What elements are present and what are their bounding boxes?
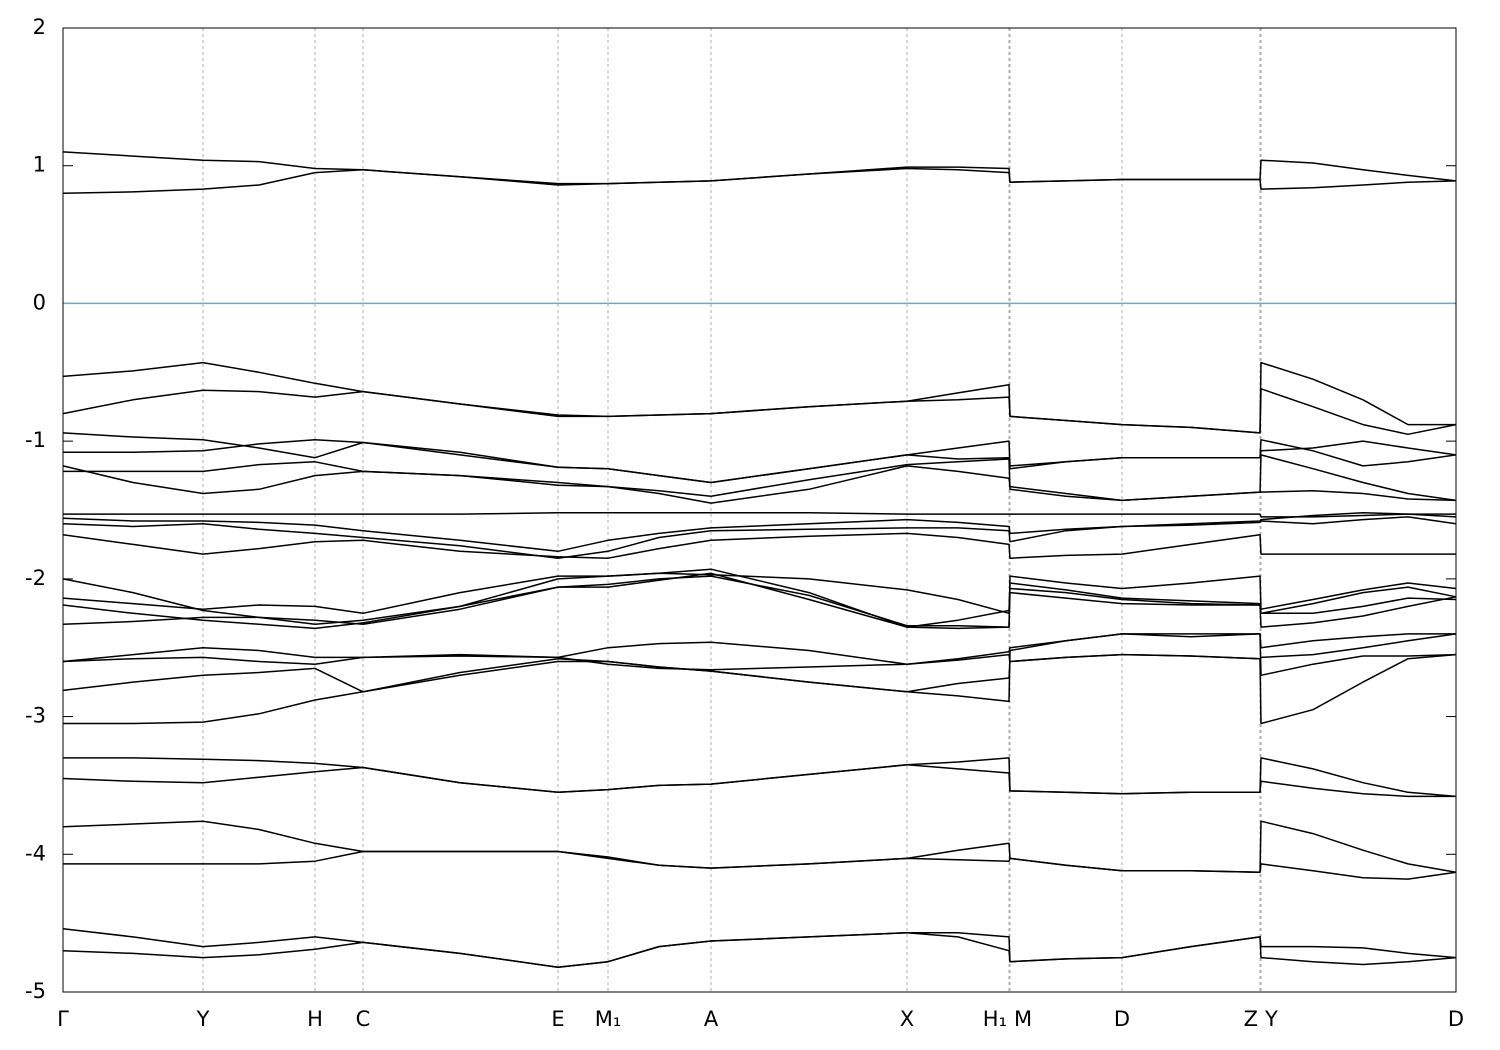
band-line [62, 151, 1457, 185]
band-line [62, 361, 1456, 434]
band-line [63, 757, 1457, 798]
band-line [62, 820, 1457, 873]
x-tick-label: Z [1244, 1007, 1258, 1031]
band-line [62, 575, 1457, 628]
band-line [62, 568, 1457, 630]
x-tick-label: H₁ [983, 1007, 1007, 1031]
band-line [62, 512, 1457, 553]
y-tick-label: 2 [33, 15, 46, 39]
x-tick-label: H [307, 1007, 323, 1031]
band-line [62, 516, 1457, 559]
x-tick-label: Γ [57, 1007, 69, 1031]
band-line [62, 465, 1457, 504]
x-tick-label: E [551, 1007, 564, 1031]
y-tick-label: -4 [25, 841, 46, 865]
y-tick-label: -3 [25, 704, 46, 728]
band-line [63, 850, 1457, 880]
band-line [62, 167, 1457, 195]
band-line [62, 927, 1457, 968]
x-tick-label: Y [196, 1007, 210, 1031]
y-tick-label: -1 [25, 428, 46, 452]
x-tick-label: Y [1264, 1007, 1278, 1031]
y-tick-label: -2 [25, 566, 46, 590]
plot-frame [62, 27, 1457, 993]
x-tick-label: M₁ [595, 1007, 622, 1031]
y-tick-label: 1 [33, 153, 46, 177]
band-line [62, 764, 1456, 798]
x-tick-label: D [1448, 1007, 1464, 1031]
x-tick-label: D [1114, 1007, 1130, 1031]
band-line [62, 932, 1457, 968]
band-line [62, 532, 1456, 559]
band-line [63, 512, 1456, 518]
band-line [63, 439, 1457, 484]
x-tick-label: X [900, 1007, 914, 1031]
band-line [62, 388, 1457, 436]
y-tick-label: -5 [25, 979, 46, 1003]
x-tick-label: A [704, 1007, 719, 1031]
band-line [63, 454, 1457, 502]
band-line [62, 572, 1457, 630]
x-tick-label: C [356, 1007, 371, 1031]
band-line [62, 633, 1456, 665]
y-tick-label: 0 [33, 290, 46, 314]
band-line [62, 572, 1457, 615]
band-line [63, 653, 1457, 725]
x-tick-label: M [1014, 1007, 1032, 1031]
